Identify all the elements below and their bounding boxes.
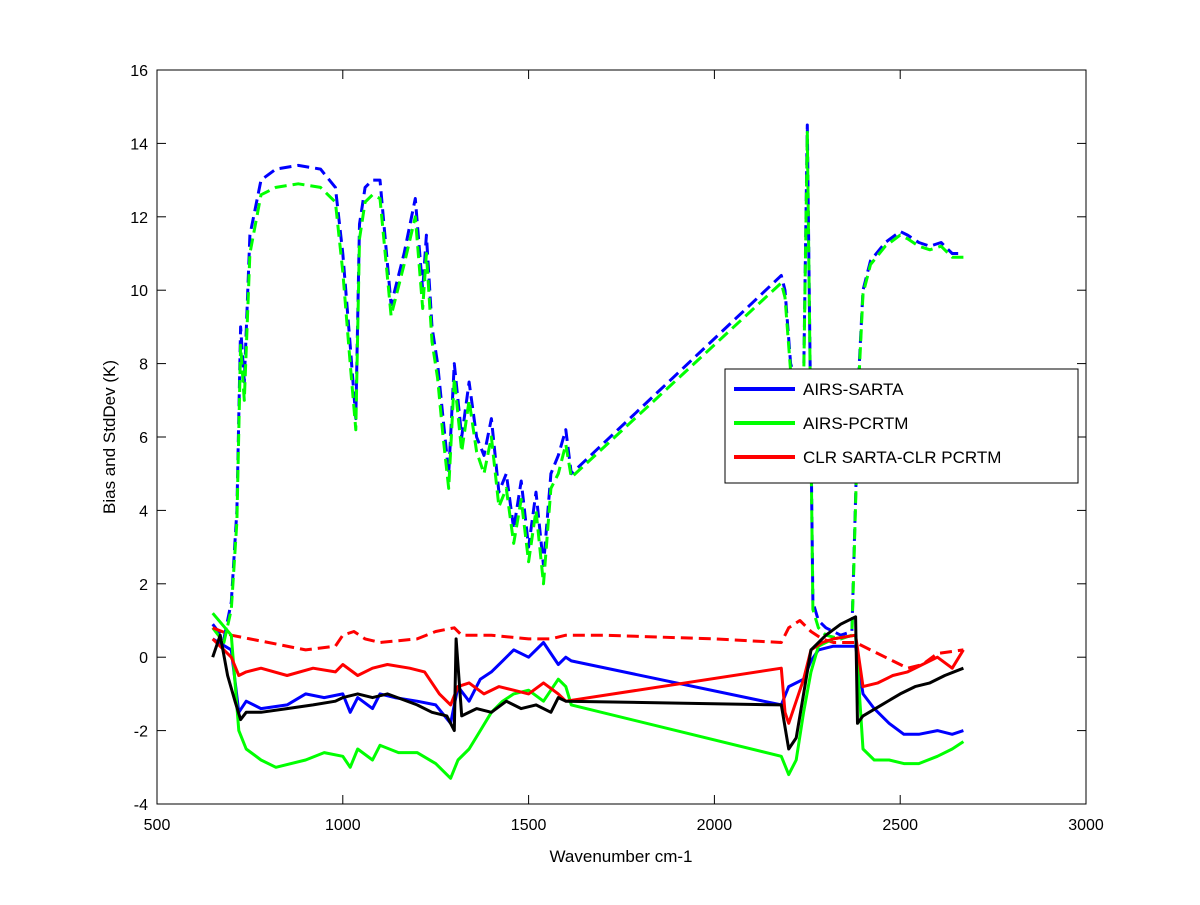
y-tick-label: 14 — [130, 136, 148, 153]
y-tick-label: 6 — [139, 430, 148, 447]
y-axis-label: Bias and StdDev (K) — [100, 360, 119, 514]
x-tick-label: 2000 — [697, 817, 733, 834]
y-tick-label: 0 — [139, 650, 148, 667]
series-line-extra-6 — [211, 615, 964, 751]
y-tick-label: 4 — [139, 503, 148, 520]
y-tick-label: 2 — [139, 577, 148, 594]
x-axis-label: Wavenumber cm-1 — [550, 847, 693, 866]
y-tick-label: 16 — [130, 63, 148, 80]
y-tick-label: -4 — [134, 797, 148, 814]
legend: AIRS-SARTA AIRS-PCRTM CLR SARTA-CLR PCRTM — [724, 368, 1079, 484]
series-line-extra-4 — [211, 612, 965, 780]
series-line-extra-5 — [211, 633, 965, 725]
series-line-clr-sarta-clr-pcrtm — [212, 619, 964, 670]
legend-label: CLR SARTA-CLR PCRTM — [803, 448, 1001, 467]
x-tick-label: 1000 — [325, 817, 361, 834]
series-lines — [211, 123, 965, 780]
y-tick-label: 12 — [130, 210, 148, 227]
series-line-airs-sarta — [211, 123, 964, 641]
y-tick-label: 10 — [130, 283, 148, 300]
x-tick-label: 3000 — [1068, 817, 1104, 834]
y-tick-label: -2 — [134, 724, 148, 741]
x-tick-label: 2500 — [882, 817, 918, 834]
axis-ticks: 500 1000 1500 2000 2500 3000 -4 -2 0 2 4 6 8 10 12 14 16 — [130, 63, 1104, 834]
x-tick-label: 1500 — [511, 817, 547, 834]
legend-label: AIRS-PCRTM — [803, 414, 908, 433]
legend-label: AIRS-SARTA — [803, 380, 904, 399]
x-tick-label: 500 — [144, 817, 171, 834]
y-tick-label: 8 — [139, 357, 148, 374]
